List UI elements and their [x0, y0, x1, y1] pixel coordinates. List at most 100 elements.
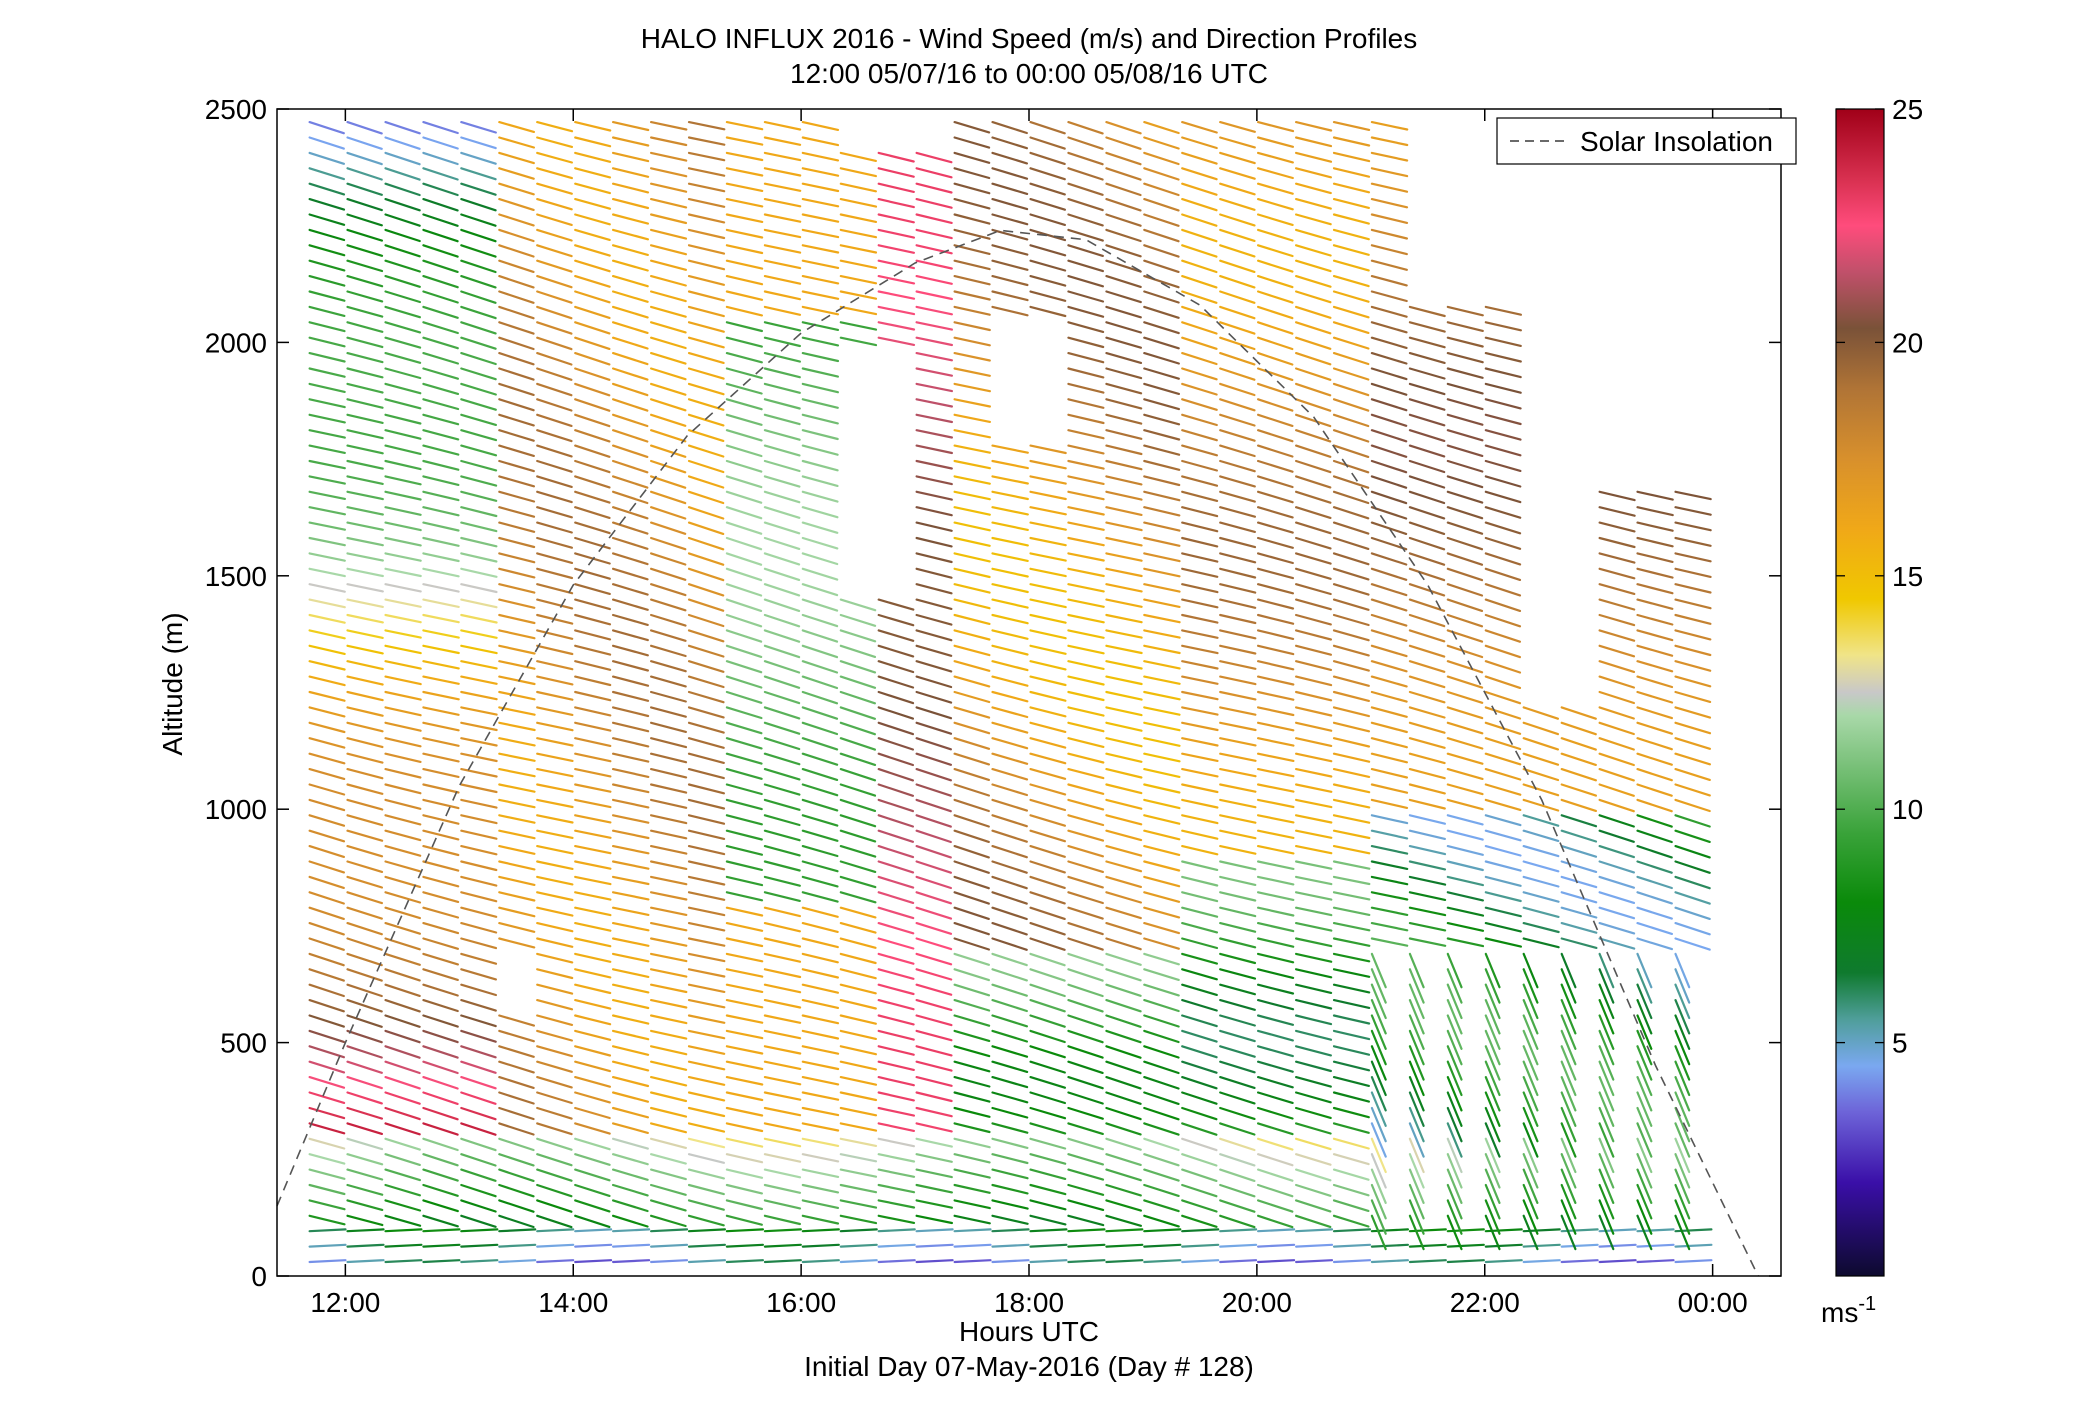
wind-barb	[574, 1137, 611, 1151]
wind-barb	[1598, 1106, 1615, 1143]
wind-barb	[536, 906, 574, 917]
wind-barb	[1294, 1214, 1332, 1229]
wind-barb	[725, 644, 763, 659]
wind-barb	[308, 506, 346, 516]
wind-barb	[1522, 983, 1539, 1020]
wind-barb	[460, 1137, 497, 1152]
wind-barb	[1370, 629, 1408, 642]
wind-barb	[536, 814, 574, 824]
wind-barb	[384, 1259, 423, 1264]
wind-barb	[574, 290, 611, 304]
wind-barb	[1598, 983, 1615, 1020]
wind-barb	[346, 1106, 383, 1120]
wind-barb	[915, 429, 954, 439]
wind-barb	[536, 583, 574, 595]
wind-barb	[1256, 906, 1295, 917]
wind-barb	[611, 1106, 650, 1119]
wind-barb	[1560, 814, 1598, 828]
wind-barb	[611, 275, 649, 288]
wind-barb	[422, 937, 459, 950]
wind-barb	[1029, 120, 1066, 135]
wind-barb	[574, 336, 611, 350]
wind-barb	[725, 906, 764, 917]
wind-barb	[1294, 536, 1332, 550]
wind-barb	[1143, 891, 1181, 903]
wind-barb	[384, 1243, 423, 1248]
wind-barb	[1067, 1029, 1104, 1044]
wind-barb	[308, 798, 346, 812]
wind-barb	[1181, 844, 1219, 856]
wind-barb	[953, 798, 990, 813]
wind-barb	[839, 721, 877, 736]
wind-barb	[1219, 598, 1257, 609]
wind-barb	[1294, 921, 1333, 932]
wind-barb	[1219, 429, 1256, 442]
wind-barb	[953, 1091, 991, 1103]
wind-barb	[498, 721, 536, 732]
wind-barb	[763, 290, 802, 301]
wind-barb	[1181, 937, 1219, 950]
wind-barb	[763, 567, 801, 582]
wind-barb	[308, 906, 345, 921]
wind-barb	[1484, 583, 1522, 597]
wind-barb	[1029, 1106, 1067, 1120]
wind-barb	[308, 1199, 346, 1211]
wind-barb	[611, 983, 650, 994]
wind-barb	[839, 1228, 878, 1233]
wind-barb	[1408, 367, 1446, 380]
wind-barb	[953, 675, 991, 688]
wind-barb	[536, 644, 574, 656]
wind-barb	[763, 305, 802, 316]
wind-barb	[763, 275, 802, 285]
wind-barb	[1067, 613, 1105, 624]
wind-barb	[1674, 613, 1712, 625]
wind-barb	[460, 844, 498, 856]
wind-barb	[1446, 382, 1484, 395]
wind-barb	[649, 721, 688, 734]
wind-barb	[1256, 459, 1294, 473]
wind-barb	[1143, 259, 1180, 273]
wind-barb	[953, 998, 991, 1012]
wind-barb	[725, 429, 763, 442]
wind-barb	[839, 1029, 878, 1041]
wind-barb	[763, 198, 802, 208]
wind-barb	[1446, 706, 1484, 720]
wind-barb	[308, 1045, 345, 1059]
wind-barb	[725, 690, 763, 704]
wind-barb	[1105, 521, 1143, 532]
wind-barb	[1522, 1153, 1539, 1189]
wind-barb	[1256, 860, 1295, 871]
wind-barb	[953, 860, 990, 874]
wind-barb	[1598, 752, 1635, 767]
wind-barb	[991, 613, 1029, 625]
wind-barb	[649, 921, 688, 932]
wind-barb	[1067, 1091, 1104, 1105]
wind-barb	[915, 829, 952, 844]
wind-barb	[422, 613, 460, 624]
wind-barb	[1370, 182, 1409, 193]
wind-barb	[1067, 675, 1105, 686]
wind-barb	[574, 151, 612, 163]
wind-barb	[763, 1183, 802, 1194]
wind-barb	[460, 228, 497, 243]
wind-barb	[1332, 352, 1370, 366]
wind-barb	[460, 151, 497, 165]
wind-barb	[460, 1106, 497, 1121]
wind-barb	[384, 1045, 421, 1059]
wind-barb	[1560, 906, 1598, 919]
wind-barb	[1484, 998, 1501, 1035]
wind-barb	[346, 398, 384, 409]
wind-barb	[384, 783, 422, 795]
wind-barb	[725, 1183, 764, 1195]
wind-barb	[725, 536, 763, 551]
wind-barb	[460, 1259, 499, 1264]
wind-barb	[915, 1183, 954, 1194]
wind-barb	[1522, 1075, 1539, 1112]
wind-barb	[384, 860, 422, 873]
wind-barb	[1181, 459, 1219, 472]
wind-barb	[1105, 228, 1142, 243]
x-tick-label: 16:00	[766, 1287, 836, 1318]
wind-barb	[1484, 321, 1523, 332]
wind-barb	[346, 475, 384, 485]
wind-barb	[801, 475, 839, 487]
